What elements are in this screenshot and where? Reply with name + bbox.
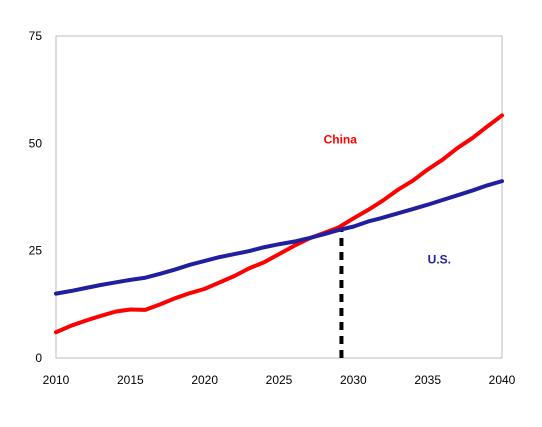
y-tick-label: 75 — [29, 29, 43, 43]
u-s-series-label: U.S. — [428, 253, 451, 267]
y-tick-label: 50 — [29, 136, 43, 150]
plot-frame-layer — [55, 35, 503, 359]
x-tick-label: 2025 — [266, 373, 293, 387]
china-series-line — [54, 113, 504, 335]
x-tick-label: 2040 — [489, 373, 516, 387]
labels-layer: China U.S. — [324, 132, 451, 266]
series-layer — [54, 113, 504, 335]
ticks-layer: 0 25 50 75 2010 2015 2020 2025 2030 2035 2040 — [29, 29, 516, 387]
x-tick-label: 2015 — [117, 373, 144, 387]
china-series-label: China — [324, 132, 358, 146]
y-tick-label: 25 — [29, 244, 43, 258]
y-tick-label: 0 — [35, 351, 42, 365]
x-tick-label: 2010 — [43, 373, 70, 387]
x-tick-label: 2020 — [191, 373, 218, 387]
u-s-series-line — [54, 179, 504, 296]
x-tick-label: 2035 — [414, 373, 441, 387]
plot-area-border — [55, 35, 503, 359]
x-tick-label: 2030 — [340, 373, 367, 387]
